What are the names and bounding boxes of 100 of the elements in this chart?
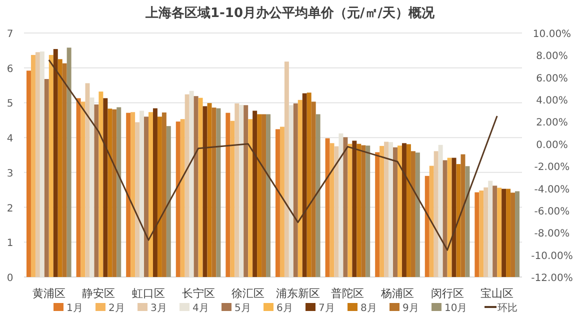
bar	[216, 108, 221, 277]
bar	[388, 142, 394, 277]
bar	[44, 79, 49, 277]
y2-tick-label: -10.00%	[531, 250, 573, 262]
bar	[384, 142, 389, 277]
bar	[176, 122, 180, 277]
x-tick-label: 长宁区	[182, 287, 215, 300]
y2-tick-label: 0.00%	[536, 140, 568, 151]
bar	[184, 94, 190, 277]
bar	[356, 144, 362, 277]
bar	[402, 143, 406, 277]
bar	[140, 110, 144, 277]
bar	[380, 146, 384, 277]
bar	[152, 108, 158, 277]
y2-tick-label: 6.00%	[536, 73, 568, 84]
bar	[35, 52, 40, 277]
bar	[116, 107, 122, 277]
bar	[226, 112, 230, 277]
bar	[66, 48, 72, 277]
bar	[316, 114, 320, 277]
bar	[506, 188, 511, 277]
bar	[58, 59, 62, 277]
bar	[497, 188, 502, 277]
bar	[112, 109, 117, 277]
bar	[474, 192, 480, 277]
bar	[202, 106, 208, 277]
bar	[108, 108, 112, 277]
bar	[288, 105, 294, 277]
bar	[460, 154, 466, 277]
x-tick-label: 杨浦区	[380, 287, 414, 300]
y2-tick-label: -8.00%	[534, 228, 570, 240]
bar	[434, 151, 438, 277]
x-tick-label: 宝山区	[480, 287, 514, 300]
legend-label: 7月	[318, 303, 335, 314]
chart-title: 上海各区域1-10月办公平均单价（元/㎡/天）概况	[144, 5, 436, 21]
bar	[30, 54, 36, 277]
bar	[465, 166, 470, 277]
bar	[198, 98, 203, 277]
bar	[311, 102, 316, 277]
legend-label: 2月	[108, 303, 125, 314]
bar	[330, 143, 334, 277]
legend-label: 5月	[234, 303, 251, 314]
bar	[306, 92, 312, 277]
bar	[53, 49, 58, 277]
bar	[230, 120, 235, 277]
bar	[447, 158, 452, 277]
bar	[280, 126, 284, 277]
bar	[157, 116, 162, 277]
bar	[284, 62, 289, 277]
bar	[293, 103, 298, 277]
legend-label: 6月	[276, 303, 293, 314]
bar	[148, 112, 153, 277]
bar	[80, 102, 86, 277]
bar	[180, 119, 185, 277]
y-tick-label: 6	[6, 64, 14, 75]
bar	[343, 137, 348, 277]
bar	[302, 93, 307, 277]
legend-label: 1月	[66, 303, 83, 314]
bar	[361, 145, 366, 277]
bar	[166, 126, 171, 277]
x-tick-label: 浦东新区	[276, 287, 320, 300]
bar	[502, 188, 506, 277]
bar	[406, 144, 411, 277]
x-tick-label: 普陀区	[331, 287, 364, 300]
bar	[438, 144, 443, 277]
y2-tick-label: 10.00%	[532, 29, 572, 40]
bar	[479, 190, 484, 277]
bar	[126, 112, 131, 277]
bar	[375, 152, 380, 277]
y-tick-label: 1	[6, 238, 14, 250]
bar	[424, 176, 430, 277]
bar	[94, 104, 99, 277]
bar	[194, 96, 198, 277]
bar	[244, 105, 248, 277]
legend-label: 10月	[444, 303, 468, 314]
bar	[442, 160, 448, 277]
y2-tick-label: 2.00%	[536, 118, 568, 129]
legend-label: 4月	[192, 303, 209, 314]
bar	[348, 144, 352, 277]
legend-label: 9月	[402, 303, 419, 314]
x-tick-label: 黄浦区	[32, 287, 66, 300]
bar	[248, 119, 253, 277]
bar	[189, 90, 194, 277]
x-tick-label: 闵行区	[430, 287, 464, 300]
bar	[130, 112, 136, 277]
bar	[262, 114, 266, 277]
legend-label: 环比	[498, 302, 518, 314]
bar	[234, 103, 240, 277]
bar	[76, 98, 81, 277]
bar	[135, 122, 140, 277]
bar	[492, 186, 498, 277]
bar	[98, 92, 104, 277]
y2-tick-label: 4.00%	[536, 96, 568, 107]
bar	[62, 63, 67, 277]
bar	[212, 108, 216, 277]
y-tick-label: 4	[6, 134, 14, 145]
bar	[48, 54, 54, 277]
y2-tick-label: -6.00%	[534, 206, 570, 218]
y-tick-label: 0	[6, 273, 14, 284]
bar	[162, 112, 166, 277]
